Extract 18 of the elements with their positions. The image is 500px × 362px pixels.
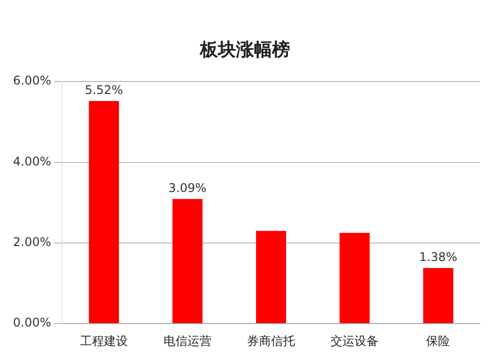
data-label: 3.09% bbox=[168, 181, 207, 196]
x-tick-label: 工程建设 bbox=[80, 334, 128, 348]
bar bbox=[340, 232, 370, 324]
x-tick-label: 交运设备 bbox=[330, 334, 379, 348]
chart-title: 板块涨幅榜 bbox=[199, 39, 290, 60]
y-tick-label: 4.00% bbox=[12, 154, 52, 168]
data-label: 1.38% bbox=[419, 250, 458, 264]
y-tick-label: 0.00% bbox=[12, 316, 52, 330]
bar bbox=[88, 100, 119, 324]
x-tick-label: 电信运营 bbox=[163, 334, 212, 348]
x-tick-label: 保险 bbox=[426, 334, 450, 348]
bar bbox=[423, 268, 454, 324]
bar bbox=[256, 230, 286, 324]
y-tick-label: 2.00% bbox=[12, 235, 52, 250]
bar bbox=[172, 198, 203, 324]
x-tick-label: 券商信托 bbox=[247, 334, 296, 348]
data-label: 5.52% bbox=[84, 83, 123, 98]
y-tick-label: 6.00% bbox=[12, 74, 52, 88]
